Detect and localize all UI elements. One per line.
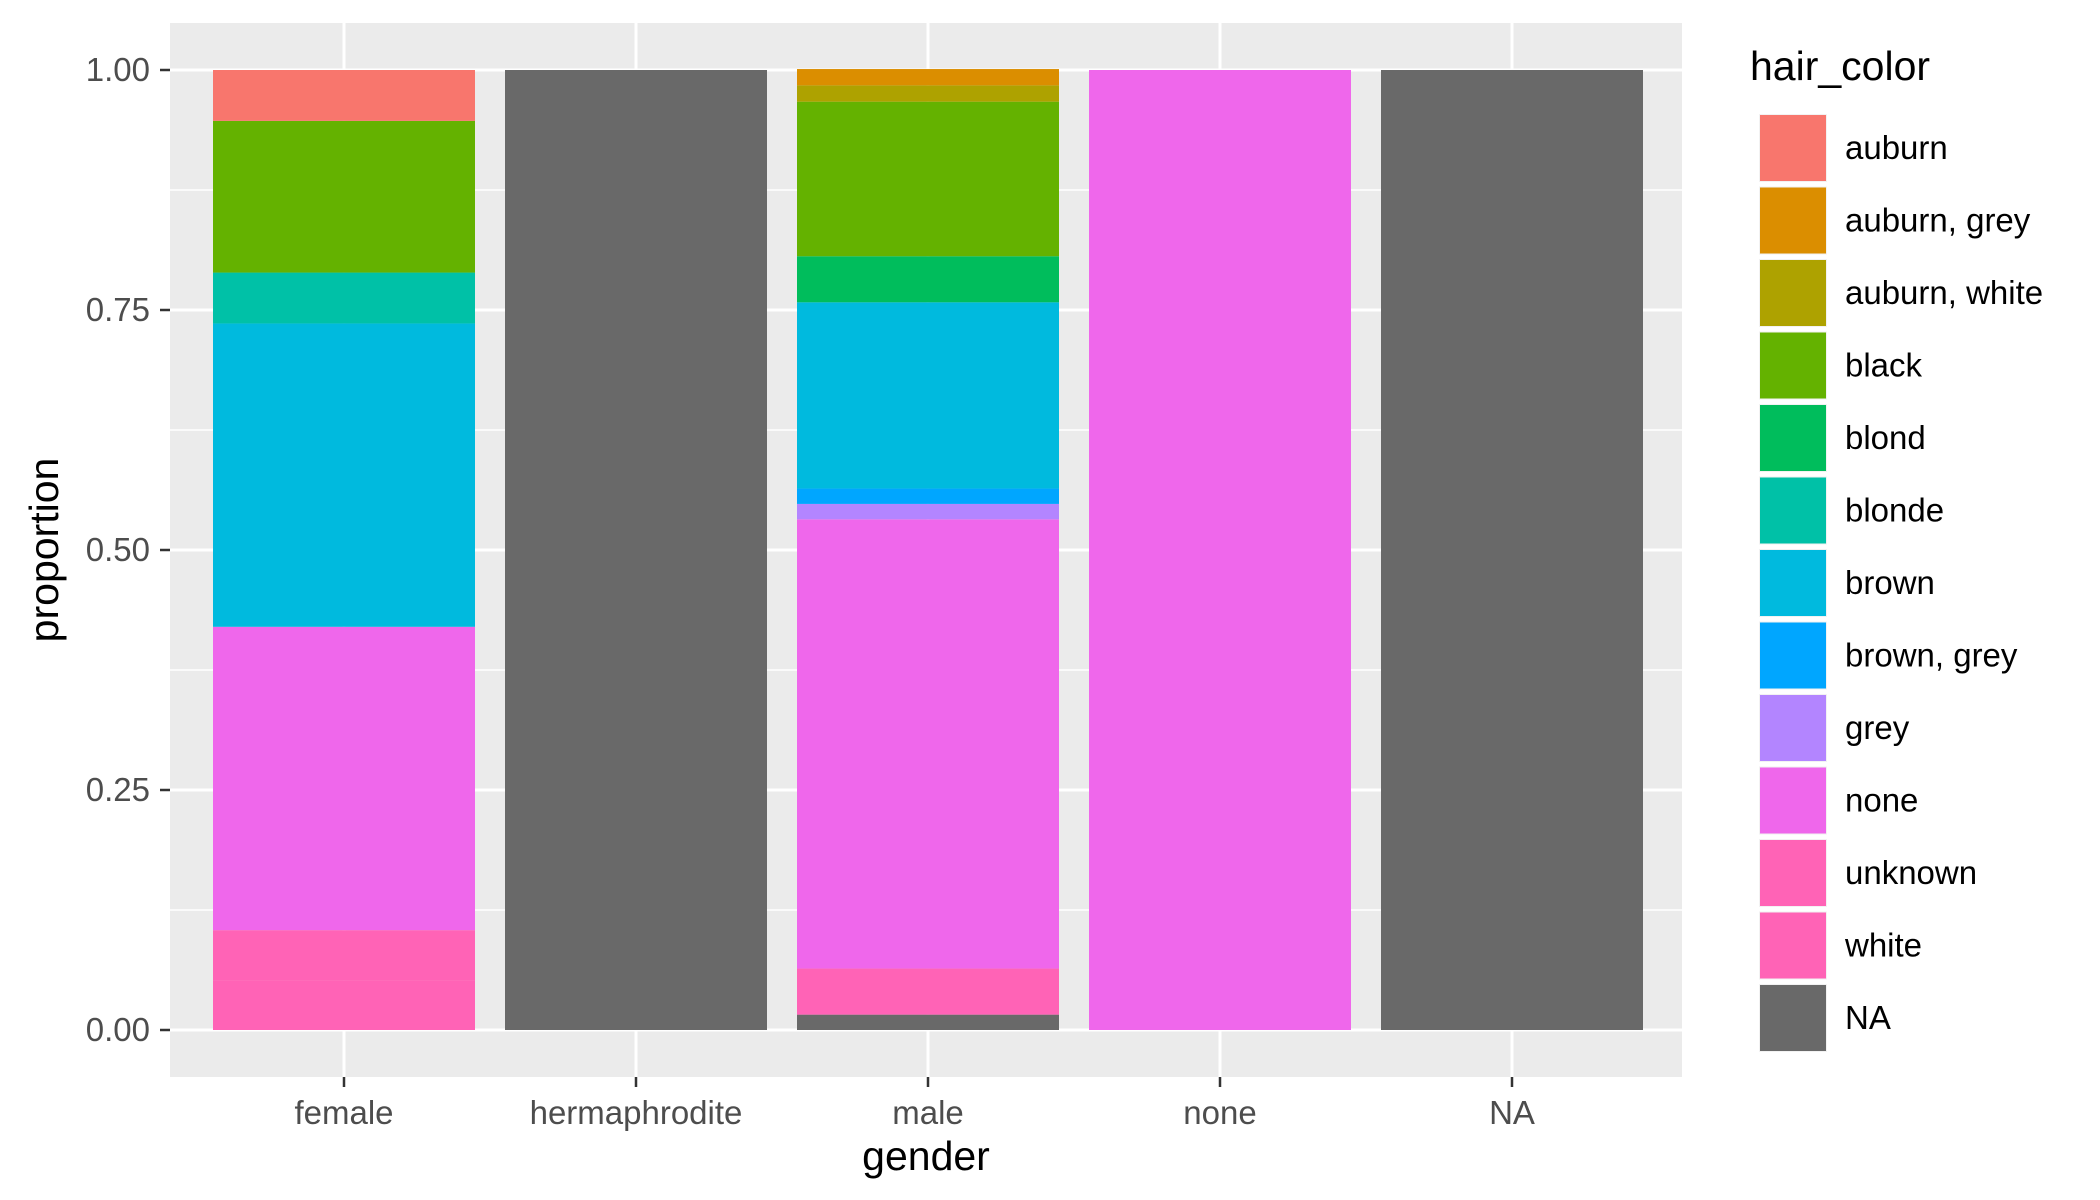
- bar-segment-na-male: [797, 1014, 1059, 1030]
- y-tick-label: 0.50: [86, 531, 150, 568]
- legend-title: hair_color: [1750, 43, 1930, 89]
- bar-segment-na-na: [1381, 70, 1643, 1030]
- legend-label: white: [1844, 927, 1922, 964]
- legend-label: unknown: [1845, 854, 1977, 891]
- legend-label: blond: [1845, 419, 1926, 456]
- legend-label: auburn: [1845, 129, 1948, 166]
- bar-segment-auburn-female: [213, 70, 475, 121]
- y-axis-title: proportion: [21, 458, 67, 643]
- x-tick-label: female: [294, 1094, 393, 1131]
- bar-segment-none-male: [797, 519, 1059, 969]
- bar-segment-none-female: [213, 626, 475, 931]
- bar-segment-black-female: [213, 120, 475, 273]
- x-tick-label: hermaphrodite: [530, 1094, 743, 1131]
- bar-segment-na-hermaphrodite: [505, 70, 767, 1030]
- y-tick-label: 0.00: [86, 1011, 150, 1048]
- legend-swatch: [1760, 985, 1826, 1051]
- x-tick-label: NA: [1489, 1094, 1535, 1131]
- y-tick-label: 0.25: [86, 771, 150, 808]
- legend-swatch: [1760, 477, 1826, 544]
- legend-label: black: [1845, 347, 1923, 384]
- x-tick-label: male: [892, 1094, 964, 1131]
- legend-swatch: [1760, 115, 1826, 181]
- y-tick-label: 0.75: [86, 291, 150, 328]
- legend-label: none: [1845, 782, 1918, 819]
- bar-segment-blonde-female: [213, 272, 475, 324]
- y-tick-label: 1.00: [86, 51, 150, 88]
- legend-label: auburn, white: [1845, 274, 2043, 311]
- y-axis: 0.00 0.25 0.50 0.75 1.00: [86, 51, 170, 1048]
- legend-swatch: [1760, 695, 1826, 761]
- legend-label: NA: [1845, 999, 1891, 1036]
- bar-segment-grey-male: [797, 503, 1059, 520]
- legend-label: auburn, grey: [1845, 202, 2031, 239]
- x-axis-title: gender: [862, 1133, 990, 1179]
- bars: [213, 69, 1643, 1030]
- legend-label: grey: [1845, 709, 1910, 746]
- legend-label: brown: [1845, 564, 1935, 601]
- legend-swatch: [1760, 912, 1826, 979]
- legend-label: brown, grey: [1845, 637, 2018, 674]
- legend-swatch: [1760, 332, 1826, 399]
- x-tick-label: none: [1183, 1094, 1256, 1131]
- bar-segment-brown-male: [797, 302, 1059, 489]
- bar-segment-white-female: [213, 980, 475, 1030]
- legend-swatch: [1760, 405, 1826, 471]
- legend-swatch: [1760, 260, 1826, 326]
- legend-swatch: [1760, 550, 1826, 616]
- bar-segment-auburn-grey-male: [797, 69, 1059, 86]
- legend-swatch: [1760, 187, 1826, 254]
- bar-segment-black-male: [797, 101, 1059, 257]
- legend-swatch: [1760, 840, 1826, 906]
- legend-label: blonde: [1845, 492, 1944, 529]
- bar-segment-auburn-white-male: [797, 85, 1059, 102]
- bar-segment-brown-grey-male: [797, 488, 1059, 504]
- legend-swatch: [1760, 767, 1826, 834]
- bar-segment-blond-male: [797, 256, 1059, 303]
- legend: auburn auburn, grey auburn, white black blon…: [1759, 114, 2043, 1052]
- x-axis: female hermaphrodite male none NA: [294, 1077, 1535, 1131]
- legend-swatch: [1760, 622, 1826, 689]
- bar-segment-unknown-female: [213, 930, 475, 981]
- bar-segment-brown-female: [213, 323, 475, 627]
- bar-segment-white-male: [797, 968, 1059, 1015]
- bar-segment-none-none: [1089, 70, 1351, 1030]
